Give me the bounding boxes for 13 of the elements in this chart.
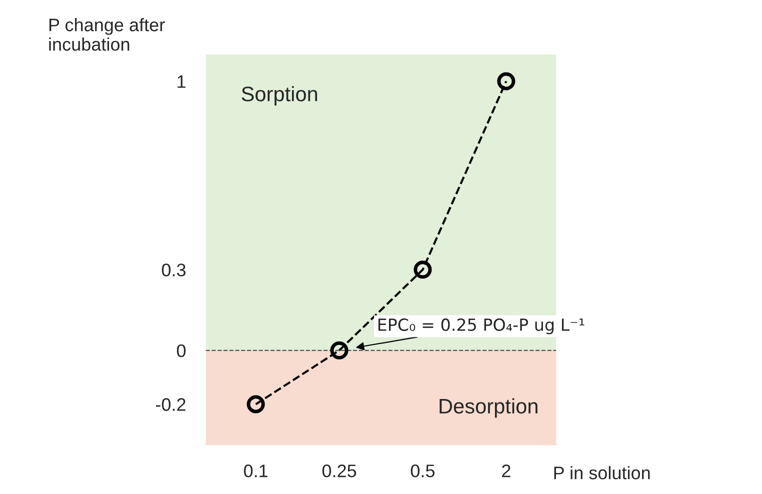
band-label: Desorption xyxy=(440,398,538,418)
y-tick-label: 0.3 xyxy=(162,264,186,276)
x-tick-label: 0.1 xyxy=(244,464,268,478)
x-tick-label: 2 xyxy=(502,464,510,478)
x-tick-label: 0.25 xyxy=(322,464,356,478)
y-tick-label: 0 xyxy=(176,344,186,358)
band-label: Sorption xyxy=(242,86,318,106)
x-axis-title: P in solution xyxy=(554,466,650,480)
x-tick-label: 0.5 xyxy=(410,464,435,478)
y-tick-label: 1 xyxy=(178,75,186,88)
y-axis-title: P change after incubation xyxy=(49,18,165,51)
y-tick-label: -0.2 xyxy=(156,398,186,411)
annotation: EPC₀ = 0.25 PO₄-P ug L⁻¹ xyxy=(378,318,584,334)
